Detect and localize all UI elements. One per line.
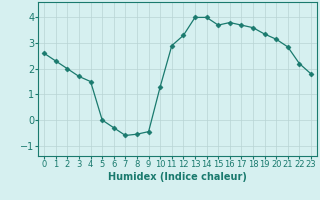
X-axis label: Humidex (Indice chaleur): Humidex (Indice chaleur) <box>108 172 247 182</box>
